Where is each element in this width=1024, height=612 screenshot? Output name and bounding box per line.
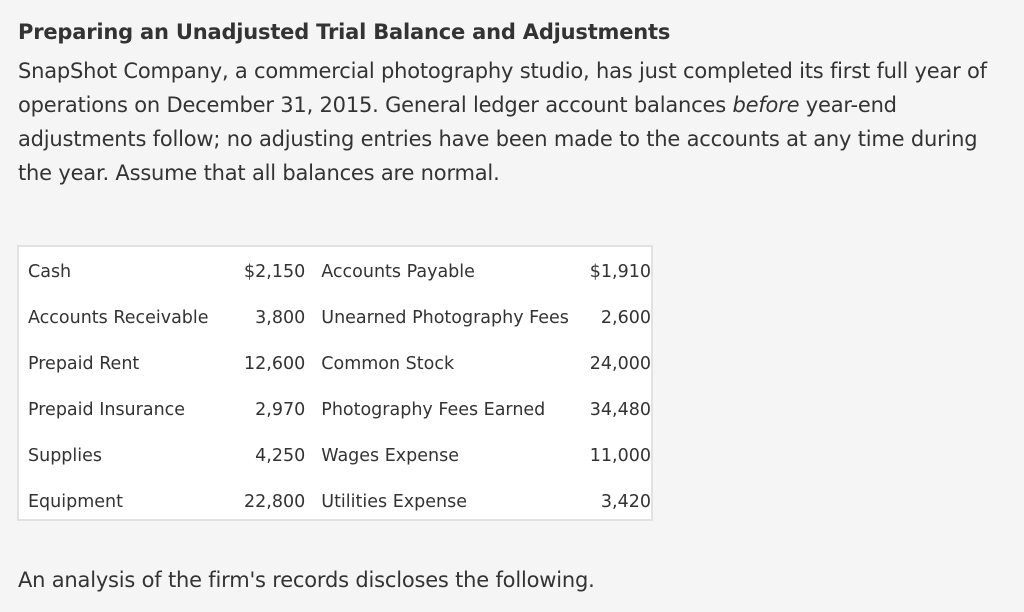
table-row: Equipment 22,800 Utilities Expense 3,420 — [19, 479, 651, 525]
account-name: Accounts Receivable — [28, 308, 209, 328]
account-name: Photography Fees Earned — [321, 400, 546, 420]
account-amount: $2,150 — [244, 262, 306, 282]
table-row: Supplies 4,250 Wages Expense 11,000 — [19, 433, 651, 479]
intro-paragraph: SnapShot Company, a commercial photograp… — [18, 54, 1008, 190]
account-name: Cash — [28, 262, 72, 282]
account-name: Prepaid Insurance — [28, 400, 186, 420]
account-name: Common Stock — [321, 354, 455, 374]
table-row: Prepaid Rent 12,600 Common Stock 24,000 — [19, 341, 651, 387]
account-amount: 12,600 — [244, 354, 306, 374]
account-amount: 3,800 — [255, 308, 306, 328]
intro-emphasis: before — [732, 93, 800, 117]
account-amount: 4,250 — [255, 446, 306, 466]
table-row: Accounts Receivable 3,800 Unearned Photo… — [19, 295, 651, 341]
account-name: Wages Expense — [321, 446, 459, 466]
intro-text-part1: SnapShot Company, a commercial photograp… — [18, 59, 987, 117]
account-amount: $1,910 — [589, 262, 651, 282]
account-amount: 2,600 — [600, 308, 651, 328]
intro-text-part2: year-end adjustments follow; no adjustin… — [18, 93, 978, 185]
account-amount: 3,420 — [600, 492, 651, 512]
account-name: Accounts Payable — [321, 262, 475, 282]
table-row: Prepaid Insurance 2,970 Photography Fees… — [19, 387, 651, 433]
account-amount: 2,970 — [255, 400, 306, 420]
page-title: Preparing an Unadjusted Trial Balance an… — [18, 20, 671, 44]
table-row: Cash $2,150 Accounts Payable $1,910 — [19, 249, 651, 295]
analysis-note: An analysis of the firm's records disclo… — [18, 568, 595, 592]
account-name: Unearned Photography Fees — [321, 308, 569, 328]
account-name: Prepaid Rent — [28, 354, 140, 374]
account-amount: 24,000 — [589, 354, 651, 374]
account-amount: 22,800 — [244, 492, 306, 512]
account-name: Supplies — [28, 446, 103, 466]
account-balances-table: Cash $2,150 Accounts Payable $1,910 Acco… — [17, 245, 653, 521]
account-name: Equipment — [28, 492, 123, 512]
account-name: Utilities Expense — [321, 492, 467, 512]
account-amount: 11,000 — [589, 446, 651, 466]
account-amount: 34,480 — [589, 400, 651, 420]
